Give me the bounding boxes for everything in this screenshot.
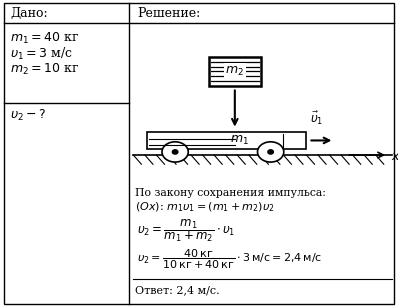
- Circle shape: [172, 150, 178, 154]
- Text: $m_2$: $m_2$: [225, 65, 244, 78]
- Text: $m_2 = 10$ кг: $m_2 = 10$ кг: [10, 61, 79, 77]
- Text: $\upsilon_2 - ?$: $\upsilon_2 - ?$: [10, 107, 46, 123]
- Text: $\upsilon_2 = \dfrac{m_1}{m_1 + m_2} \cdot \upsilon_1$: $\upsilon_2 = \dfrac{m_1}{m_1 + m_2} \cd…: [137, 217, 236, 244]
- Bar: [147, 132, 306, 149]
- Circle shape: [162, 142, 188, 162]
- Text: $\vec{\upsilon}_1$: $\vec{\upsilon}_1$: [310, 110, 323, 126]
- Text: $\upsilon_2 = \dfrac{40\,\text{кг}}{10\,\text{кг}+40\,\text{кг}}\cdot 3\,\text{м: $\upsilon_2 = \dfrac{40\,\text{кг}}{10\,…: [137, 248, 322, 271]
- Circle shape: [268, 150, 273, 154]
- Text: $m_1$: $m_1$: [230, 134, 249, 147]
- Text: $m_1 = 40$ кг: $m_1 = 40$ кг: [10, 31, 79, 46]
- Text: $\upsilon_1 = 3$ м/с: $\upsilon_1 = 3$ м/с: [10, 46, 73, 62]
- Text: $(Ox)$: $m_1\upsilon_1 = (m_1 + m_2)\upsilon_2$: $(Ox)$: $m_1\upsilon_1 = (m_1 + m_2)\ups…: [135, 200, 275, 214]
- Text: Ответ: 2,4 м/с.: Ответ: 2,4 м/с.: [135, 285, 220, 295]
- Text: $x$: $x$: [391, 150, 398, 163]
- Circle shape: [258, 142, 284, 162]
- Bar: [209, 57, 261, 86]
- Text: Дано:: Дано:: [10, 7, 48, 20]
- Text: По закону сохранения импульса:: По закону сохранения импульса:: [135, 188, 326, 198]
- Text: Решение:: Решение:: [137, 7, 201, 20]
